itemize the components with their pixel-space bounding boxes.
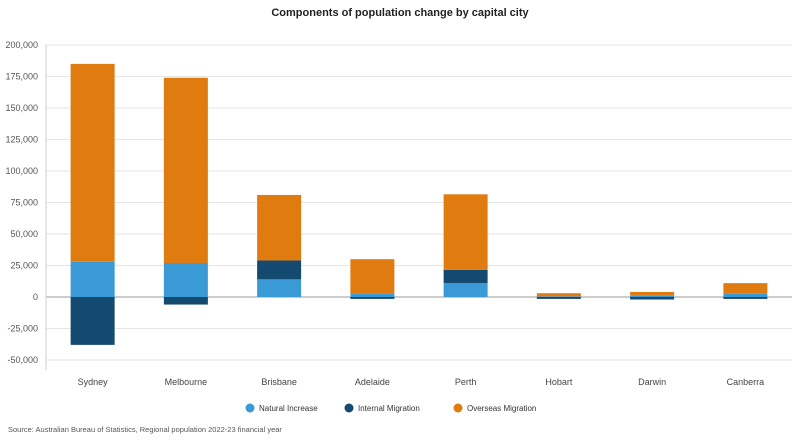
bar-natural-increase: [257, 279, 302, 297]
x-tick-label: Adelaide: [355, 377, 390, 387]
bar-overseas-migration: [350, 259, 395, 294]
x-tick-label: Sydney: [78, 377, 109, 387]
x-tick-label: Hobart: [545, 377, 573, 387]
bar-internal-migration: [350, 297, 395, 299]
bar-natural-increase: [630, 295, 675, 297]
y-tick-label: 200,000: [5, 40, 38, 50]
x-tick-label: Perth: [455, 377, 477, 387]
bar-overseas-migration: [630, 291, 675, 296]
y-tick-label: 125,000: [5, 135, 38, 145]
bar-natural-increase: [350, 293, 395, 297]
bar-natural-increase: [163, 262, 208, 297]
legend: Natural Increase Internal Migration Overse…: [245, 403, 536, 413]
bar-natural-increase: [443, 283, 488, 297]
bar-internal-migration: [163, 297, 208, 305]
bar-overseas-migration: [443, 194, 488, 270]
bar-natural-increase: [536, 296, 581, 297]
bar-internal-migration: [443, 269, 488, 284]
bar-internal-migration: [70, 297, 115, 345]
bar-overseas-migration: [70, 63, 115, 262]
bar-internal-migration: [536, 297, 581, 299]
legend-marker: [245, 403, 255, 413]
bars: [70, 63, 768, 345]
bar-natural-increase: [723, 293, 768, 297]
gridlines: [45, 44, 792, 370]
bar-overseas-migration: [536, 293, 581, 297]
y-tick-label: 150,000: [5, 103, 38, 113]
y-tick-label: -50,000: [7, 355, 38, 365]
bar-internal-migration: [257, 260, 302, 280]
legend-label: Overseas Migration: [467, 404, 536, 413]
legend-marker: [453, 403, 463, 413]
x-tick-label: Brisbane: [261, 377, 297, 387]
bar-overseas-migration: [163, 77, 208, 263]
y-tick-label: 25,000: [10, 261, 38, 271]
bar-internal-migration: [630, 297, 675, 300]
y-tick-label: 100,000: [5, 166, 38, 176]
x-tick-label: Canberra: [727, 377, 765, 387]
legend-marker: [344, 403, 354, 413]
x-tick-label: Melbourne: [165, 377, 208, 387]
source-note: Source: Australian Bureau of Statistics,…: [8, 425, 282, 434]
bar-natural-increase: [70, 261, 115, 297]
y-tick-label: 0: [33, 292, 38, 302]
legend-label: Internal Migration: [358, 404, 420, 413]
x-tick-label: Darwin: [638, 377, 666, 387]
chart-title: Components of population change by capit…: [271, 7, 529, 19]
y-axis-ticks: -50,000 -25,000 0 25,000 50,000 75,000 100,000…: [5, 40, 38, 365]
y-tick-label: 75,000: [10, 198, 38, 208]
y-tick-label: -25,000: [7, 324, 38, 334]
bar-overseas-migration: [257, 194, 302, 261]
y-tick-label: 175,000: [5, 72, 38, 82]
x-axis-labels: Sydney Melbourne Brisbane Adelaide Perth Hoba…: [78, 377, 765, 387]
bar-internal-migration: [723, 297, 768, 299]
legend-label: Natural Increase: [259, 404, 318, 413]
bar-overseas-migration: [723, 283, 768, 294]
y-tick-label: 50,000: [10, 229, 38, 239]
